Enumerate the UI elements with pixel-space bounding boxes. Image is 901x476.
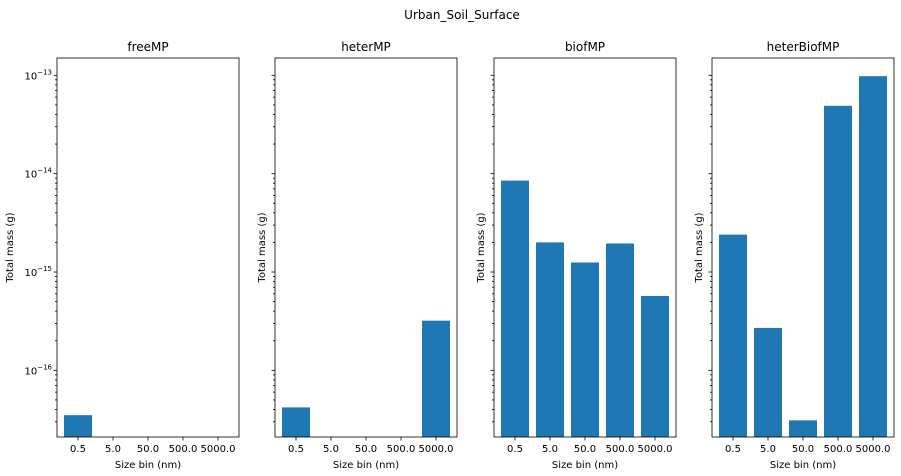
panel-title: biofMP xyxy=(565,40,605,54)
y-axis-label: Total mass (g) xyxy=(476,212,487,283)
x-tick-label: 5.0 xyxy=(542,444,558,455)
x-tick-label: 0.5 xyxy=(70,444,86,455)
x-axis-label: Size bin (nm) xyxy=(115,460,181,471)
bar-50.0 xyxy=(571,262,599,437)
x-axis-label: Size bin (nm) xyxy=(770,460,836,471)
y-tick-label: 10−15 xyxy=(24,265,52,279)
x-tick-label: 5.0 xyxy=(760,444,776,455)
x-tick-label: 5000.0 xyxy=(419,444,454,455)
x-tick-label: 50.0 xyxy=(137,444,159,455)
panel-heterMP: heterMP 0.5 5.0 50.0 500.0 5000.0 Size bin (nm… xyxy=(257,40,458,471)
y-axis-label: Total mass (g) xyxy=(257,212,268,283)
panel-biofMP: biofMP 0.5 5.0 50.0 500.0 5000.0 Size bin (nm)… xyxy=(476,40,677,471)
axes-frame xyxy=(56,57,240,438)
x-tick-label: 5000.0 xyxy=(856,444,891,455)
panel-title: freeMP xyxy=(127,40,168,54)
bar-0.5 xyxy=(719,234,747,437)
bar-5.0 xyxy=(754,327,782,437)
x-tick-label: 5000.0 xyxy=(638,444,673,455)
y-axis-label: Total mass (g) xyxy=(5,212,16,283)
y-tick-label: 10−14 xyxy=(24,167,52,181)
panel-heterBiofMP: heterBiofMP 0.5 5.0 50.0 500.0 5000.0 Size bin… xyxy=(694,40,895,471)
x-axis-label: Size bin (nm) xyxy=(552,460,618,471)
bar-500.0 xyxy=(824,105,852,437)
panel-title: heterBiofMP xyxy=(767,40,840,54)
panel-title: heterMP xyxy=(341,40,391,54)
y-axis-label: Total mass (g) xyxy=(694,212,705,283)
figure-title: Urban_Soil_Surface xyxy=(404,8,520,22)
x-tick-label: 50.0 xyxy=(355,444,377,455)
bar-50.0 xyxy=(789,420,817,437)
x-tick-label: 500.0 xyxy=(387,444,416,455)
bar-5000.0 xyxy=(859,76,887,438)
bar-0.5 xyxy=(282,407,310,437)
x-tick-label: 5000.0 xyxy=(201,444,236,455)
x-tick-label: 50.0 xyxy=(792,444,814,455)
x-tick-label: 0.5 xyxy=(725,444,741,455)
x-tick-label: 500.0 xyxy=(824,444,853,455)
y-tick-label: 10−13 xyxy=(24,68,52,82)
bar-5000.0 xyxy=(422,320,450,437)
x-tick-label: 5.0 xyxy=(105,444,121,455)
bar-5000.0 xyxy=(641,296,669,437)
x-tick-label: 500.0 xyxy=(606,444,635,455)
x-tick-label: 50.0 xyxy=(574,444,596,455)
bar-0.5 xyxy=(501,180,529,437)
x-tick-label: 0.5 xyxy=(288,444,304,455)
x-tick-label: 500.0 xyxy=(169,444,198,455)
x-axis-label: Size bin (nm) xyxy=(333,460,399,471)
x-tick-label: 5.0 xyxy=(323,444,339,455)
bar-5.0 xyxy=(536,242,564,437)
panel-freeMP: freeMP 0.5 5.0 50.0 500.0 5000.0 10−16 10−15 10−… xyxy=(5,40,240,471)
bar-0.5 xyxy=(64,415,92,437)
bar-500.0 xyxy=(606,243,634,437)
y-tick-label: 10−16 xyxy=(24,363,52,377)
x-tick-label: 0.5 xyxy=(507,444,523,455)
